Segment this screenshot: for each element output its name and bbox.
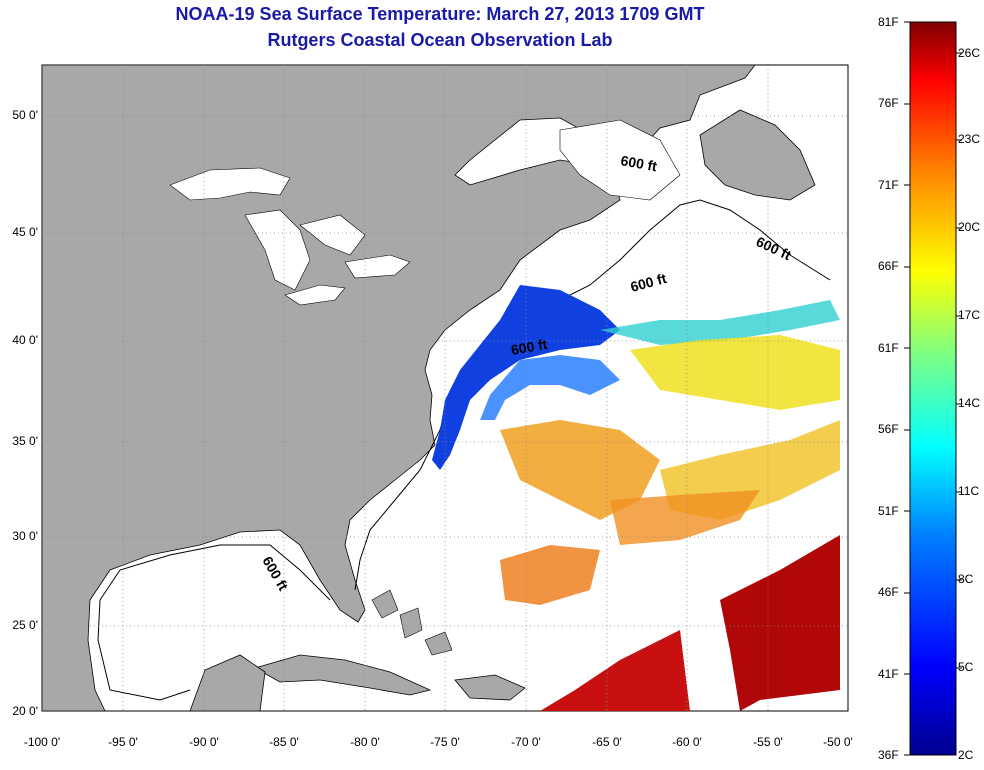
colorbar-f-label-41: 41F	[878, 667, 899, 681]
gulf-st-lawrence	[559, 119, 681, 201]
contour-label-gulf-st-lawrence: 600 ft	[619, 152, 658, 174]
lat-label-40: 40 0'	[12, 333, 38, 347]
colorbar-f-label-61: 61F	[878, 341, 899, 355]
yucatan	[189, 654, 266, 711]
lon-label-neg50: -50 0'	[823, 735, 853, 749]
sst-cold-shelf-water	[432, 285, 620, 470]
lon-label-neg100: -100 0'	[23, 735, 61, 749]
lat-label-50: 50 0'	[12, 108, 38, 122]
lon-label-neg80: -80 0'	[350, 735, 380, 749]
colorbar-c-label-14: 14C	[958, 396, 981, 410]
lon-label-neg95: -95 0'	[108, 735, 138, 749]
lon-label-neg90: -90 0'	[189, 735, 219, 749]
colorbar-f-label-71: 71F	[878, 178, 899, 192]
colorbar-f-label-56: 56F	[878, 422, 899, 436]
colorbar-f-label-66: 66F	[878, 259, 899, 273]
lat-label-20: 20 0'	[12, 704, 38, 718]
lon-label-neg70: -70 0'	[511, 735, 541, 749]
lon-label-neg55: -55 0'	[753, 735, 783, 749]
colorbar-c-label-23: 23C	[958, 132, 981, 146]
colorbar-f-label-76: 76F	[878, 96, 899, 110]
colorbar-c-label-5: 5C	[958, 660, 974, 674]
sst-cool-water	[480, 355, 620, 420]
north-america-land	[42, 65, 756, 711]
lon-label-neg65: -65 0'	[592, 735, 622, 749]
colorbar-f-label-81: 81F	[878, 15, 899, 29]
lon-label-neg85: -85 0'	[269, 735, 299, 749]
colorbar-c-label-8: 8C	[958, 572, 974, 586]
map-subtitle: Rutgers Coastal Ocean Observation Lab	[267, 30, 613, 50]
colorbar-f-label-46: 46F	[878, 585, 899, 599]
cuba	[253, 654, 432, 696]
colorbar-c-label-17: 17C	[958, 308, 981, 322]
great-lakes	[169, 167, 411, 306]
colorbar-c-label-26: 26C	[958, 46, 981, 60]
lon-label-neg60: -60 0'	[672, 735, 702, 749]
hispaniola	[454, 674, 526, 701]
colorbar-f-label-36: 36F	[878, 748, 899, 762]
colorbar-c-label-11: 11C	[958, 484, 980, 498]
colorbar-c-label-2: 2C	[958, 748, 974, 762]
sst-hot-water	[540, 535, 840, 711]
lat-label-30: 30 0'	[12, 529, 38, 543]
colorbar	[909, 21, 957, 756]
sst-teal-band	[600, 300, 840, 345]
lat-label-35: 35 0'	[12, 434, 38, 448]
lon-label-neg75: -75 0'	[430, 735, 460, 749]
newfoundland	[699, 109, 816, 201]
contour-label-mid-atlantic: 600 ft	[510, 336, 549, 358]
colorbar-f-label-51: 51F	[878, 504, 899, 518]
colorbar-ticks	[904, 21, 962, 756]
sst-warm-patches	[500, 335, 840, 605]
map-title: NOAA-19 Sea Surface Temperature: March 2…	[175, 4, 705, 24]
lat-label-45: 45 0'	[12, 225, 38, 239]
lat-label-25: 25 0'	[12, 618, 38, 632]
colorbar-c-label-20: 20C	[958, 220, 981, 234]
